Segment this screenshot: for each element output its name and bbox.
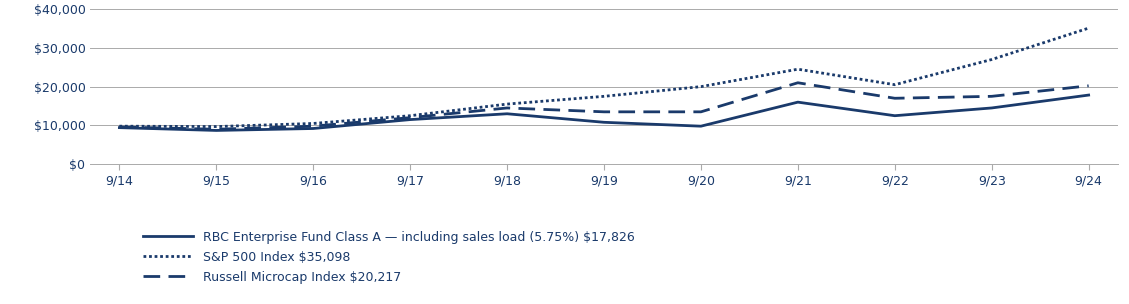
Legend: RBC Enterprise Fund Class A — including sales load (5.75%) $17,826, S&P 500 Inde: RBC Enterprise Fund Class A — including … [138,226,639,289]
